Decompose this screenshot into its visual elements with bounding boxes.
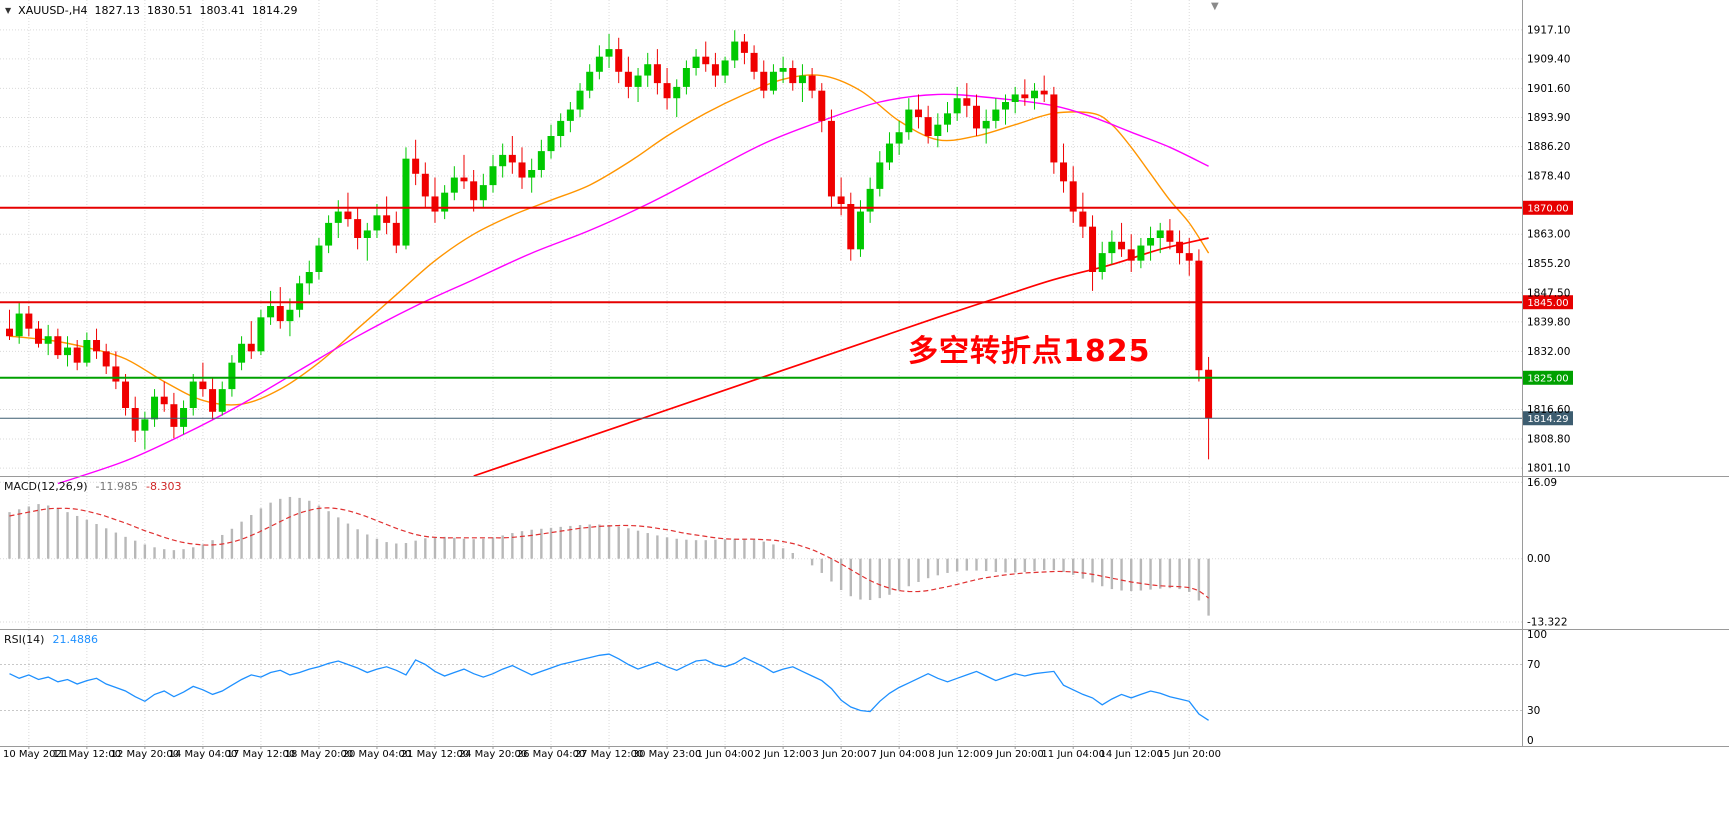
gridlines (0, 0, 1522, 746)
rsi-line (9, 653, 1209, 721)
close-value: 1814.29 (252, 4, 298, 17)
time-axis-label: 17 May 12:00 (227, 749, 296, 760)
price-axis-label: 1832.00 (1527, 346, 1570, 358)
time-axis-label: 21 May 12:00 (401, 749, 470, 760)
support-line-1825-badge (1523, 370, 1573, 385)
rsi-name: RSI(14) (4, 633, 45, 646)
rsi-pane (9, 653, 1209, 721)
rsi-axis-label: 30 (1527, 705, 1540, 717)
svg-text:1845.00: 1845.00 (1527, 298, 1568, 309)
time-axis-label: 10 May 2021 (3, 749, 68, 760)
axes: 1917.10 1909.40 1901.60 1893.90 1886.20 1878.… (0, 0, 1729, 760)
time-axis-label: 11 May 12:00 (53, 749, 122, 760)
price-axis-label: 1909.40 (1527, 53, 1570, 65)
ma-fast-orange (9, 74, 1210, 406)
resistance-line-1870-badge (1523, 200, 1573, 215)
macd-main-value: -11.985 (95, 480, 139, 493)
chart-header: ▼ XAUUSD-,H4 1827.13 1830.51 1803.41 181… (5, 4, 298, 17)
resistance-line-1845-badge (1523, 295, 1573, 310)
symbol-period-label: XAUUSD-,H4 (18, 4, 88, 17)
time-axis-label: 3 Jun 20:00 (813, 749, 870, 760)
macd-signal-line (9, 507, 1209, 599)
price-axis-label: 1839.80 (1527, 316, 1570, 328)
time-axis-label: 15 Jun 20:00 (1157, 749, 1221, 760)
bid-price-line-badge (1523, 411, 1573, 426)
price-axis-label: 1816.60 (1527, 404, 1570, 416)
price-axis-label: 1886.20 (1527, 141, 1570, 153)
svg-text:1825.00: 1825.00 (1527, 374, 1568, 385)
time-axis-label: 27 May 12:00 (575, 749, 644, 760)
rsi-value: 21.4886 (52, 633, 98, 646)
rsi-indicator-label: RSI(14) 21.4886 (4, 633, 98, 646)
time-axis-label: 14 Jun 12:00 (1099, 749, 1163, 760)
macd-axis-label: -13.322 (1527, 616, 1568, 628)
rsi-axis-label: 70 (1527, 659, 1540, 671)
time-axis-label: 24 May 20:00 (459, 749, 528, 760)
macd-signal-value: -8.303 (146, 480, 182, 493)
time-axis-label: 8 Jun 12:00 (929, 749, 986, 760)
price-axis-label: 1801.10 (1527, 463, 1570, 475)
time-axis-label: 18 May 20:00 (285, 749, 354, 760)
time-axis-label: 7 Jun 04:00 (871, 749, 928, 760)
price-axis-label: 1901.60 (1527, 83, 1570, 95)
open-value: 1827.13 (94, 4, 141, 17)
macd-name: MACD(12,26,9) (4, 480, 88, 493)
ma-mid-magenta (57, 93, 1209, 485)
macd-pane (8, 496, 1210, 616)
macd-indicator-label: MACD(12,26,9) -11.985 -8.303 (4, 480, 181, 493)
rsi-axis-label: 100 (1527, 629, 1547, 641)
svg-text:1814.29: 1814.29 (1527, 414, 1568, 425)
annotation-text[interactable]: 多空转折点1825 (908, 334, 1151, 369)
price-axis-label: 1808.80 (1527, 433, 1570, 445)
low-value: 1803.41 (199, 4, 246, 17)
price-axis-label: 1893.90 (1527, 112, 1570, 124)
time-axis-label: 30 May 23:00 (633, 749, 702, 760)
high-value: 1830.51 (147, 4, 193, 17)
time-axis-label: 11 Jun 04:00 (1041, 749, 1105, 760)
svg-text:1870.00: 1870.00 (1527, 204, 1568, 215)
rsi-axis-label: 0 (1527, 735, 1534, 747)
symbol-dropdown-icon[interactable]: ▼ (5, 6, 12, 15)
price-axis-label: 1917.10 (1527, 24, 1570, 36)
price-axis-label: 1847.50 (1527, 287, 1570, 299)
price-axis-label: 1878.40 (1527, 171, 1570, 183)
macd-axis-label: 16.09 (1527, 477, 1557, 489)
time-axis-label: 14 May 04:00 (169, 749, 238, 760)
time-axis-label: 12 May 20:00 (111, 749, 180, 760)
candlestick-series (6, 30, 1213, 460)
chart-shift-marker-icon: ▼ (1211, 1, 1219, 12)
time-axis-label: 9 Jun 20:00 (987, 749, 1044, 760)
time-axis-label: 2 Jun 12:00 (755, 749, 812, 760)
time-axis-label: 26 May 04:00 (517, 749, 586, 760)
macd-axis-label: 0.00 (1527, 553, 1550, 565)
price-axis-label: 1863.00 (1527, 229, 1570, 241)
horizontal-levels: 1870.00 1845.00 1825.00 1814.29 (0, 200, 1573, 426)
time-axis-label: 1 Jun 04:00 (696, 749, 753, 760)
time-axis-label: 20 May 04:00 (343, 749, 412, 760)
price-axis-label: 1855.20 (1527, 258, 1570, 270)
